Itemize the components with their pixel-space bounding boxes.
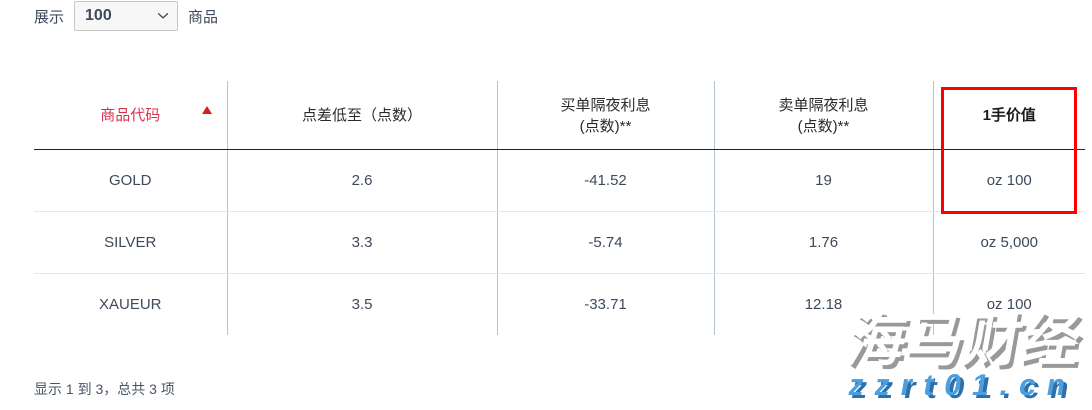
svg-text:zzrt01.cn: zzrt01.cn bbox=[846, 369, 1079, 402]
svg-text:zzrt01.cn: zzrt01.cn bbox=[850, 372, 1083, 405]
